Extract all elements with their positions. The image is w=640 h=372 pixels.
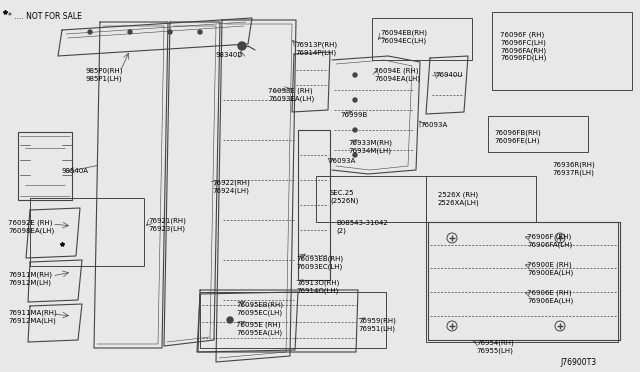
Text: 76922(RH)
76924(LH): 76922(RH) 76924(LH) (212, 180, 250, 194)
Circle shape (88, 30, 92, 34)
Circle shape (238, 42, 246, 50)
Text: 76906F (RH)
76906FA(LH): 76906F (RH) 76906FA(LH) (527, 234, 572, 248)
Text: SEC.25
(2526N): SEC.25 (2526N) (330, 190, 358, 203)
Circle shape (353, 153, 357, 157)
Circle shape (353, 128, 357, 132)
Text: 76921(RH)
76923(LH): 76921(RH) 76923(LH) (148, 218, 186, 232)
Text: 76913O(RH)
76914O(LH): 76913O(RH) 76914O(LH) (296, 280, 339, 294)
Circle shape (227, 317, 233, 323)
Bar (30, 198, 144, 266)
Text: 76933M(RH)
76934M(LH): 76933M(RH) 76934M(LH) (348, 140, 392, 154)
Text: 76095E (RH)
76095EA(LH): 76095E (RH) 76095EA(LH) (236, 322, 282, 336)
Bar (492, 12, 632, 90)
Text: 76095EB(RH)
76095EC(LH): 76095EB(RH) 76095EC(LH) (236, 302, 283, 316)
Text: 76936R(RH)
76937R(LH): 76936R(RH) 76937R(LH) (552, 162, 595, 176)
Text: 76900E (RH)
76900EA(LH): 76900E (RH) 76900EA(LH) (527, 262, 573, 276)
Text: J76900T3: J76900T3 (560, 358, 596, 367)
Text: 76092E (RH)
76098EA(LH): 76092E (RH) 76098EA(LH) (8, 220, 54, 234)
Bar (426, 222, 618, 342)
Circle shape (168, 30, 172, 34)
Text: 76096F (RH)
76096FC(LH)
76096FA(RH)
76096FD(LH): 76096F (RH) 76096FC(LH) 76096FA(RH) 7609… (500, 32, 547, 61)
Text: 985P0(RH)
985P1(LH): 985P0(RH) 985P1(LH) (85, 68, 122, 82)
Text: 76940U: 76940U (435, 72, 463, 78)
Text: 76911MA(RH)
76912MA(LH): 76911MA(RH) 76912MA(LH) (8, 310, 57, 324)
Text: 76093E (RH)
76093EA(LH): 76093E (RH) 76093EA(LH) (268, 88, 314, 102)
Circle shape (353, 98, 357, 102)
Bar (200, 292, 386, 348)
Bar (372, 18, 472, 60)
Text: 2526X (RH)
2526XA(LH): 2526X (RH) 2526XA(LH) (438, 192, 480, 206)
Text: 76911M(RH)
76912M(LH): 76911M(RH) 76912M(LH) (8, 272, 52, 286)
Text: * .... NOT FOR SALE: * .... NOT FOR SALE (8, 12, 82, 21)
Text: B08543-31042
(2): B08543-31042 (2) (336, 220, 388, 234)
Circle shape (353, 73, 357, 77)
Text: 76906E (RH)
76906EA(LH): 76906E (RH) 76906EA(LH) (527, 290, 573, 304)
Bar (426, 176, 536, 222)
Text: 98540A: 98540A (62, 168, 89, 174)
Text: 76093EB(RH)
76093EC(LH): 76093EB(RH) 76093EC(LH) (296, 256, 343, 270)
Bar (316, 176, 426, 222)
Circle shape (198, 30, 202, 34)
Text: 76096FB(RH)
76096FE(LH): 76096FB(RH) 76096FE(LH) (494, 130, 541, 144)
Text: 76093A: 76093A (328, 158, 355, 164)
Text: 76094EB(RH)
76094EC(LH): 76094EB(RH) 76094EC(LH) (380, 30, 427, 44)
Text: 76093A: 76093A (420, 122, 447, 128)
Text: 98340D: 98340D (215, 52, 243, 58)
Text: 76913P(RH)
76914P(LH): 76913P(RH) 76914P(LH) (295, 42, 337, 56)
Text: 76959(RH)
76951(LH): 76959(RH) 76951(LH) (358, 318, 396, 332)
Circle shape (128, 30, 132, 34)
Text: 76999B: 76999B (340, 112, 367, 118)
Text: 76954(RH)
76955(LH): 76954(RH) 76955(LH) (476, 340, 514, 354)
Bar (488, 116, 588, 152)
Text: 76094E (RH)
76094EA(LH): 76094E (RH) 76094EA(LH) (374, 68, 420, 82)
